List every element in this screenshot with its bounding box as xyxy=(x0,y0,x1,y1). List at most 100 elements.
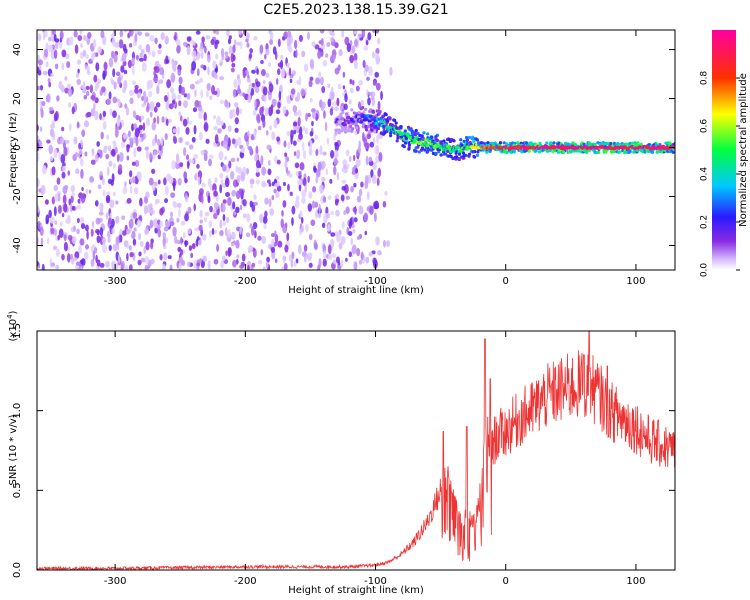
spectrogram-cell xyxy=(42,30,46,41)
spectrogram-cell xyxy=(75,261,81,267)
spectrogram-cell xyxy=(63,241,68,252)
snr-xtick-label: -300 xyxy=(104,576,127,587)
spectrogram-cell xyxy=(60,153,66,164)
spectrogram-cell xyxy=(144,264,148,270)
spectrogram-cell xyxy=(188,144,194,150)
spectrogram-cell xyxy=(368,251,373,257)
spectrogram-cell xyxy=(173,136,177,144)
spectrogram-cell xyxy=(348,155,352,163)
spectrogram-cell xyxy=(77,34,83,42)
spectrogram-cell xyxy=(668,141,672,145)
spectrogram-cell xyxy=(333,149,339,159)
spectrogram-cell xyxy=(132,211,138,219)
spectrogram-cell xyxy=(123,133,127,140)
spectrogram-cell xyxy=(207,195,211,204)
spectrogram-cell xyxy=(308,191,313,199)
spectrogram-cell xyxy=(203,153,208,162)
spectrogram-cell xyxy=(115,215,120,224)
spectrogram-cell xyxy=(265,129,269,136)
spectrogram-cell xyxy=(231,62,236,68)
spectrogram-cell xyxy=(228,45,234,55)
spectrogram-cell xyxy=(582,142,586,146)
spectrogram-cell xyxy=(128,218,134,229)
spectrogram-marks xyxy=(37,30,675,270)
spectrogram-cell xyxy=(151,121,156,131)
spectrogram-cell xyxy=(326,42,331,47)
spectrogram-cell xyxy=(353,182,357,188)
spectrogram-cell xyxy=(308,233,313,241)
spectrogram-cell xyxy=(190,159,194,164)
spectrogram-cell xyxy=(134,33,138,43)
spectrogram-cell xyxy=(189,83,195,90)
spectrogram-cell xyxy=(99,262,105,268)
spectrogram-cell xyxy=(338,48,343,57)
spectrogram-cell xyxy=(186,92,191,100)
spectrogram-cell xyxy=(51,119,55,129)
spectrogram-cell xyxy=(149,101,155,112)
spectrogram-cell xyxy=(160,136,164,147)
spectrogram-cell xyxy=(75,168,80,175)
spectrogram-cell xyxy=(247,145,253,151)
spectrogram-cell xyxy=(274,258,278,263)
spectrogram-cell xyxy=(296,79,300,85)
spectrogram-cell xyxy=(199,258,203,263)
spectrogram-cell xyxy=(288,254,292,262)
spectrogram-cell xyxy=(153,117,157,124)
spectrogram-cell xyxy=(189,39,195,45)
spectrogram-cell xyxy=(199,188,204,196)
spectrogram-cell xyxy=(150,241,154,250)
spectrogram-cell xyxy=(116,153,120,163)
spectrogram-cell xyxy=(260,155,264,166)
spectrogram-cell xyxy=(228,160,232,169)
spectrogram-cell xyxy=(262,215,268,224)
spectrogram-cell xyxy=(377,100,381,111)
spectrogram-cell xyxy=(214,177,218,184)
spectrogram-cell xyxy=(198,239,202,245)
spectrogram-cell xyxy=(239,151,245,159)
spectrogram-cell xyxy=(256,68,259,75)
spectrogram-cell xyxy=(246,78,251,83)
spectrogram-cell xyxy=(319,99,323,108)
spectrogram-cell xyxy=(196,163,200,169)
spectrogram-cell xyxy=(301,189,307,198)
spectrogram-cell xyxy=(76,73,79,79)
spectrogram-cell xyxy=(164,95,168,103)
spectrogram-cell xyxy=(200,41,204,50)
spectrogram-cell xyxy=(321,86,326,94)
spectrogram-cell xyxy=(135,54,139,60)
spectrogram-cell xyxy=(245,32,250,40)
spectrogram-cell xyxy=(343,210,347,216)
spectrogram-cell xyxy=(293,261,297,267)
spectrogram-cell xyxy=(635,149,640,153)
spectrogram-cell xyxy=(181,260,186,266)
spectrogram-xtick-label: -100 xyxy=(364,276,387,287)
spectrogram-cell xyxy=(85,188,89,195)
spectrogram-cell xyxy=(379,131,383,135)
spectrogram-cell xyxy=(129,178,134,183)
spectrogram-cell xyxy=(335,256,340,264)
spectrogram-cell xyxy=(122,43,127,52)
spectrogram-cell xyxy=(137,173,142,182)
spectrogram-cell xyxy=(595,150,599,155)
spectrogram-cell xyxy=(345,149,350,157)
spectrogram-cell xyxy=(351,244,357,255)
spectrogram-ytick-label: 20 xyxy=(12,92,23,105)
spectrogram-cell xyxy=(417,150,421,154)
spectrogram-cell xyxy=(305,223,309,233)
spectrogram-cell xyxy=(252,109,257,116)
spectrogram-cell xyxy=(295,258,299,264)
spectrogram-cell xyxy=(117,76,122,85)
spectrogram-cell xyxy=(321,176,326,182)
spectrogram-cell xyxy=(287,183,290,192)
spectrogram-cell xyxy=(349,79,353,85)
spectrogram-cell xyxy=(228,35,232,40)
spectrogram-cell xyxy=(90,159,96,165)
spectrogram-cell xyxy=(270,233,276,238)
spectrogram-cell xyxy=(465,138,470,142)
spectrogram-cell xyxy=(331,253,337,259)
spectrogram-cell xyxy=(334,106,339,112)
spectrogram-cell xyxy=(388,116,392,120)
spectrogram-frame xyxy=(36,29,676,271)
spectrogram-cell xyxy=(384,113,388,117)
spectrogram-cell xyxy=(164,133,168,141)
